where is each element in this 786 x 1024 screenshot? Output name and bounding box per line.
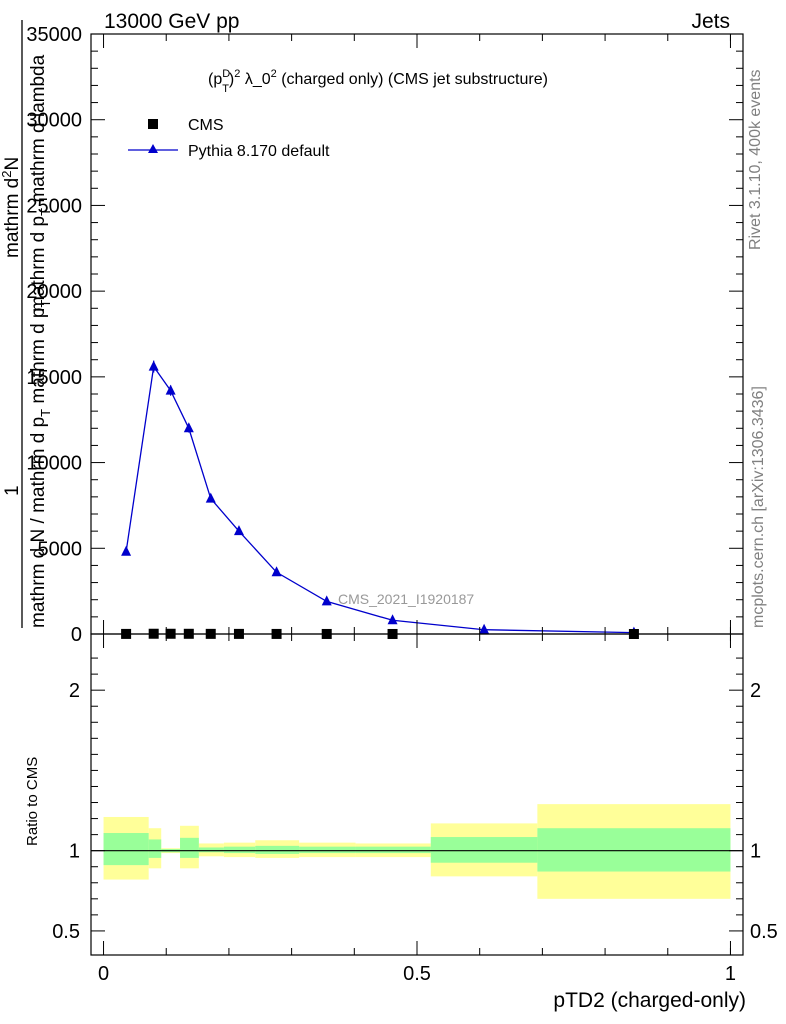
- x-axis-label: pTD2 (charged-only): [553, 989, 746, 1012]
- ylabel-num-sub2: T: [38, 300, 53, 308]
- main-y-tick-label: 30000: [26, 110, 82, 132]
- title-sup-d: D: [222, 68, 230, 80]
- main-title: (pD T)2 λ_02 (charged only) (CMS jet subs…: [208, 68, 548, 95]
- legend: CMS Pythia 8.170 default: [128, 117, 330, 160]
- main-y-tick-label: 10000: [26, 453, 82, 475]
- title-sup2: 2: [234, 68, 240, 80]
- ratio-band-inner: [198, 847, 224, 853]
- title-mid: λ_0: [240, 71, 270, 88]
- ylabel-num-tail: mathrm d p: [28, 308, 49, 409]
- main-ylabel: mathrm d N / mathrm d pT mathrm d pT 1 m…: [0, 20, 53, 628]
- ratio-band-inner: [103, 833, 149, 866]
- mcplots-label: mcplots.cern.ch [arXiv:1306.3436]: [750, 386, 767, 628]
- title-rest: ): [229, 71, 234, 88]
- main-y-tick-label: 35000: [26, 24, 82, 46]
- ylabel-den-top: mathrm d: [2, 178, 23, 258]
- ratio-frame: [90, 633, 744, 956]
- main-y-tick-label: 5000: [38, 538, 83, 560]
- main-y-tick-label: 20000: [26, 281, 82, 303]
- legend-cms-marker: [148, 119, 158, 129]
- mc-point: [183, 422, 194, 433]
- ylabel-numerator: mathrm d N / mathrm d pT mathrm d pT: [28, 300, 53, 629]
- mc-point: [321, 595, 332, 606]
- main-y-tick-label: 15000: [26, 367, 82, 389]
- ratio-ylabel: Ratio to CMS: [24, 757, 41, 846]
- legend-mc-marker: [148, 144, 158, 153]
- ratio-band-inner: [299, 846, 356, 854]
- legend-mc-label: Pythia 8.170 default: [188, 143, 330, 160]
- ylabel-den-sup: 2: [0, 171, 14, 178]
- ylabel-den-bottom: mathrm d p: [28, 216, 49, 312]
- ylabel-den-bottom-sub: T: [38, 208, 53, 216]
- ylabel-num-sub: T: [38, 409, 53, 417]
- ylabel-denominator-top: mathrm d2N: [0, 157, 23, 258]
- ratio-y-tick-label-right: 0.5: [750, 921, 778, 943]
- ylabel-den-rest: N: [2, 157, 23, 171]
- x-tick-label: 1: [725, 963, 736, 985]
- ratio-band-inner: [148, 839, 162, 858]
- ratio-y-tick-label-right: 1: [750, 841, 761, 863]
- ylabel-den-bottom-tail: mathrm d lambda: [28, 54, 49, 208]
- ylabel-num-text: mathrm d N / mathrm d p: [28, 417, 49, 628]
- legend-cms-label: CMS: [188, 117, 224, 134]
- ratio-band-inner: [180, 837, 199, 858]
- mc-point: [387, 614, 398, 625]
- ratio-band-inner: [223, 846, 256, 854]
- mc-point: [479, 623, 490, 634]
- mc-point: [148, 360, 159, 371]
- ratio-y-tick-label: 2: [69, 680, 80, 702]
- analysis-watermark: CMS_2021_I1920187: [338, 591, 474, 607]
- ratio-y-tick-label: 1: [69, 841, 80, 863]
- mc-point: [233, 525, 244, 536]
- x-tick-label: 0: [98, 963, 109, 985]
- ratio-panel: 0.5 0.5 1 1 2 2 0 0.5 1 Ratio to CMS pTD2 (charg…: [24, 633, 778, 1012]
- main-y-tick-label: 25000: [26, 195, 82, 217]
- ylabel-one: 1: [2, 485, 23, 496]
- ratio-y-tick-label: 0.5: [52, 921, 80, 943]
- ratio-band-inner: [430, 837, 538, 863]
- main-y-tick-label: 0: [71, 624, 82, 646]
- ylabel-denominator-bottom: mathrm d pT mathrm d lambda: [28, 54, 53, 312]
- ratio-band-inner: [255, 845, 300, 854]
- ratio-band-inner: [537, 828, 731, 872]
- ratio-axes: 0.5 0.5 1 1 2 2 0 0.5 1: [52, 634, 778, 985]
- rivet-label: Rivet 3.1.10, 400k events: [747, 69, 764, 250]
- ratio-band-inner: [355, 846, 431, 854]
- main-axes: 0 5000 10000 15000 20000 25000 30000 35000: [26, 24, 743, 646]
- header-right: Jets: [691, 10, 730, 33]
- title-sub-t: T: [222, 83, 229, 95]
- mc-point: [271, 566, 282, 577]
- title-tail: (charged only) (CMS jet substructure): [277, 71, 548, 88]
- header-left: 13000 GeV pp: [104, 10, 239, 33]
- mc-point: [121, 545, 132, 556]
- mc-point: [205, 492, 216, 503]
- title-p: (p: [208, 71, 222, 88]
- title-sup3: 2: [271, 68, 277, 80]
- mc-point: [165, 384, 176, 395]
- ratio-bands: [91, 804, 743, 899]
- x-tick-label: 0.5: [403, 963, 431, 985]
- ratio-y-tick-label-right: 2: [750, 680, 761, 702]
